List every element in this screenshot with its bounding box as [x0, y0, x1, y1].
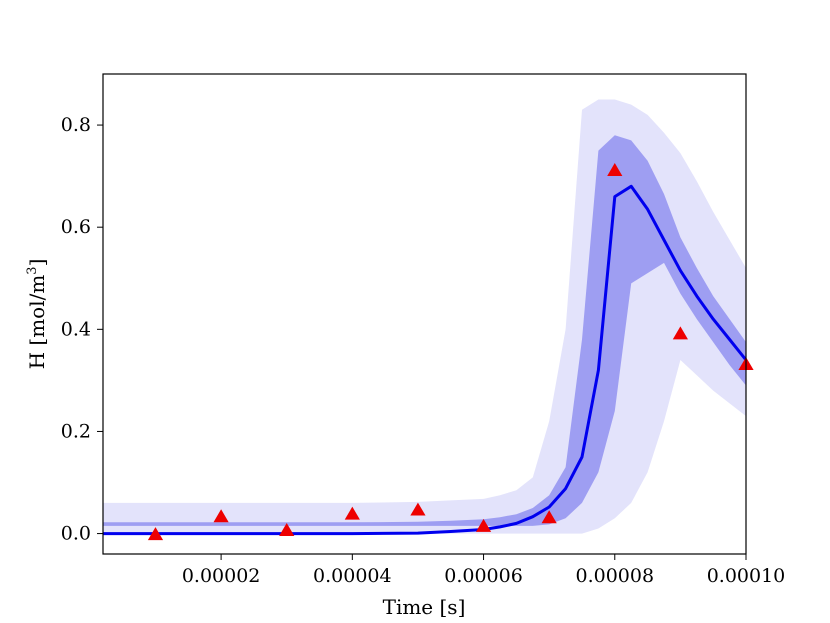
- y-tick-label: 0.0: [61, 523, 91, 545]
- x-tick-label: 0.00006: [444, 565, 523, 587]
- x-axis-ticks: 0.00002 0.00004 0.00006 0.00008 0.00010: [182, 554, 785, 587]
- observation-marker: [541, 510, 557, 524]
- observation-marker: [410, 502, 426, 516]
- mean-line: [103, 184, 746, 536]
- x-axis-label: Time [s]: [383, 595, 466, 619]
- observation-marker: [279, 523, 295, 536]
- observation-marker: [213, 509, 229, 523]
- y-tick-label: 0.6: [61, 216, 91, 238]
- x-tick-label: 0.00010: [707, 565, 786, 587]
- inner-uncertainty-band: [103, 135, 746, 526]
- x-tick-label: 0.00004: [313, 565, 392, 587]
- y-tick-label: 0.8: [61, 114, 91, 136]
- y-tick-label: 0.2: [61, 420, 91, 442]
- y-tick-label: 0.4: [61, 318, 91, 340]
- observation-marker: [147, 527, 164, 541]
- observation-markers: [147, 163, 754, 541]
- observation-marker: [475, 518, 492, 532]
- outer-uncertainty-band: [103, 99, 746, 534]
- observation-marker: [607, 163, 623, 176]
- x-tick-label: 0.00008: [575, 565, 654, 587]
- y-axis-label: H [mol/m3]: [25, 259, 49, 370]
- observation-marker: [344, 506, 360, 520]
- x-tick-label: 0.00002: [182, 565, 261, 587]
- observation-marker: [672, 326, 688, 340]
- plot-frame: [102, 73, 747, 555]
- y-axis-ticks: 0.0 0.2 0.4 0.6 0.8: [61, 114, 103, 545]
